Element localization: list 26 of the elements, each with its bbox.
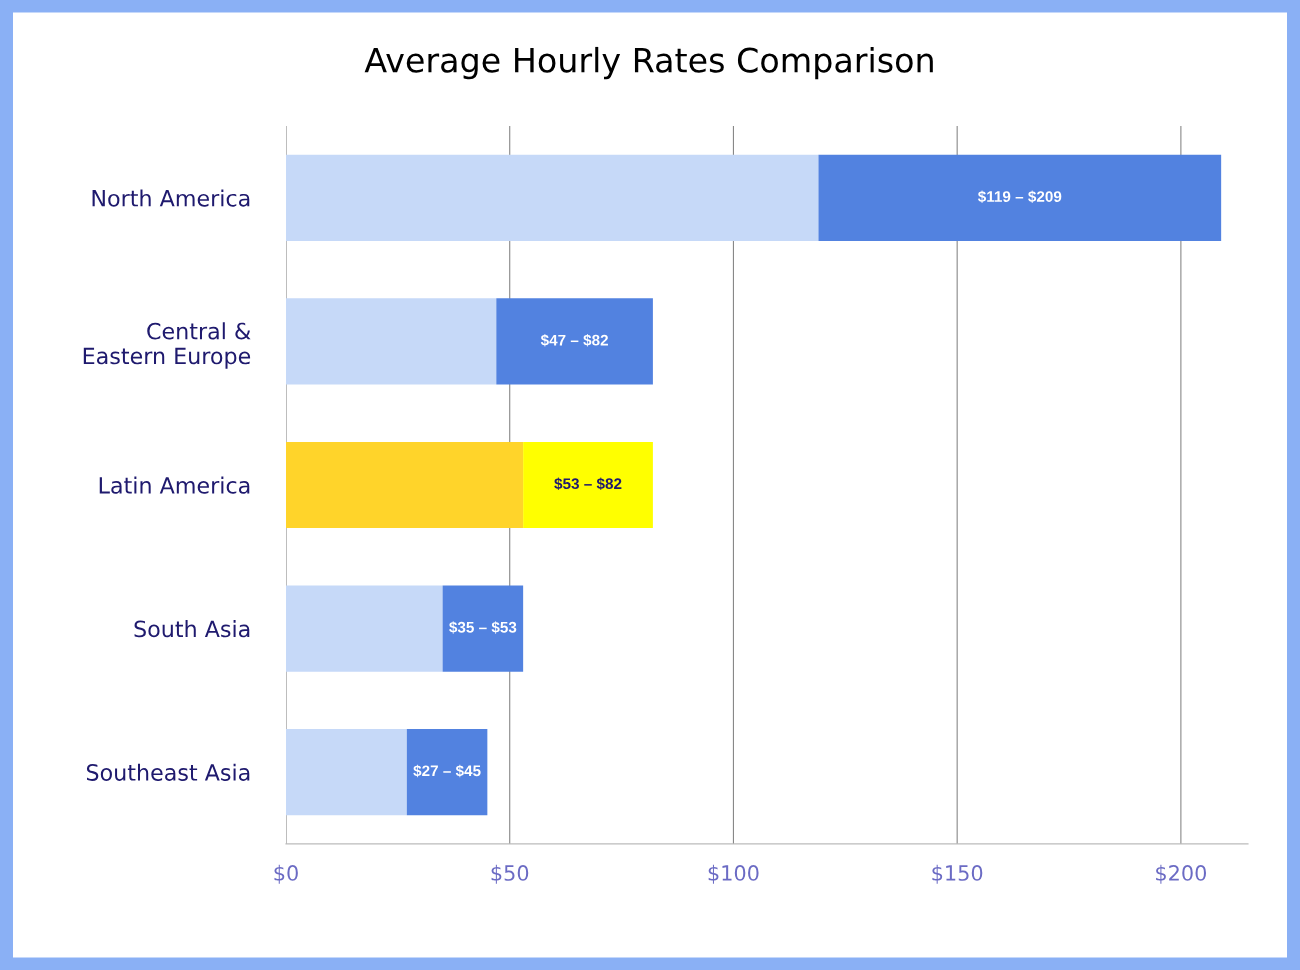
x-tick-label: $0 — [274, 864, 298, 884]
bar — [523, 441, 653, 529]
y-tick-label: Latin America — [99, 476, 250, 494]
x-tick-label: $100 — [708, 864, 759, 884]
bar — [286, 298, 497, 385]
x-tick-label: $50 — [491, 864, 529, 884]
annotation: $47 – $82 — [540, 334, 608, 347]
bar — [496, 298, 653, 385]
y-tick-label: North America — [92, 189, 250, 207]
x-tick-label: $150 — [932, 864, 983, 884]
annotation: $119 – $209 — [977, 190, 1062, 203]
bar — [286, 441, 524, 529]
x-tick-label: $200 — [1156, 864, 1207, 884]
bar — [818, 154, 1222, 241]
bar — [442, 585, 524, 672]
bar — [286, 729, 407, 816]
y-tick-label: Southeast Asia — [86, 763, 250, 781]
annotation: $35 – $53 — [449, 621, 517, 634]
y-tick-label: South Asia — [134, 620, 250, 638]
chart-title: Average Hourly Rates Comparison — [364, 46, 933, 80]
bar — [286, 154, 819, 241]
y-tick-label: Central & Eastern Europe — [83, 322, 251, 369]
bar — [286, 585, 443, 672]
annotation: $53 – $82 — [554, 477, 622, 491]
annotation: $27 – $45 — [413, 764, 481, 778]
bar — [406, 729, 488, 816]
